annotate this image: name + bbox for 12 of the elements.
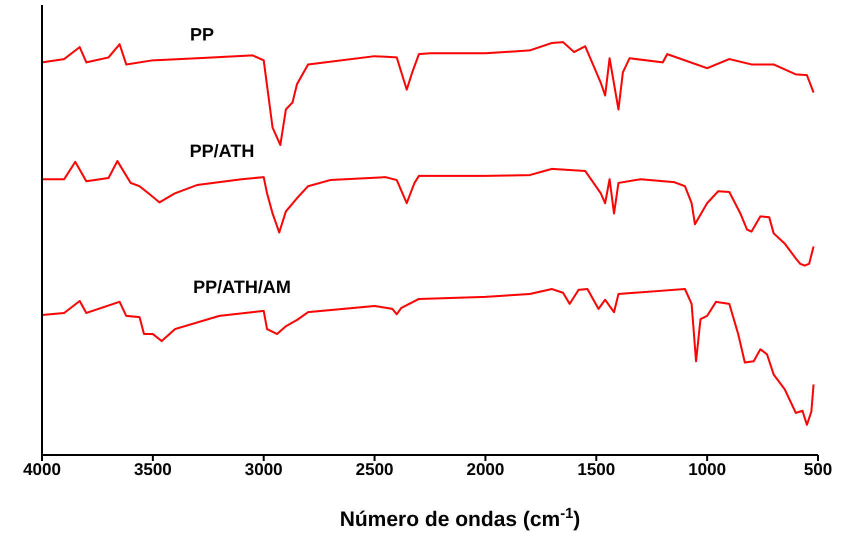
x-tick-label: 3000 (244, 460, 283, 480)
x-axis-title: Número de ondas (cm$^{-1}$) (340, 506, 580, 531)
x-tick-label: 500 (804, 460, 832, 480)
x-tick-label: 2000 (466, 460, 504, 480)
x-tick-label: 1500 (577, 460, 616, 480)
series-label: PP (190, 24, 214, 44)
x-tick-label: 3500 (134, 460, 172, 480)
series-label: PP/ATH/AM (193, 277, 291, 298)
series-label: PP/ATH (190, 141, 254, 162)
x-tick-label: 1000 (688, 460, 726, 480)
x-tick-label: 4000 (23, 460, 61, 480)
x-tick-label: 2500 (356, 460, 394, 480)
